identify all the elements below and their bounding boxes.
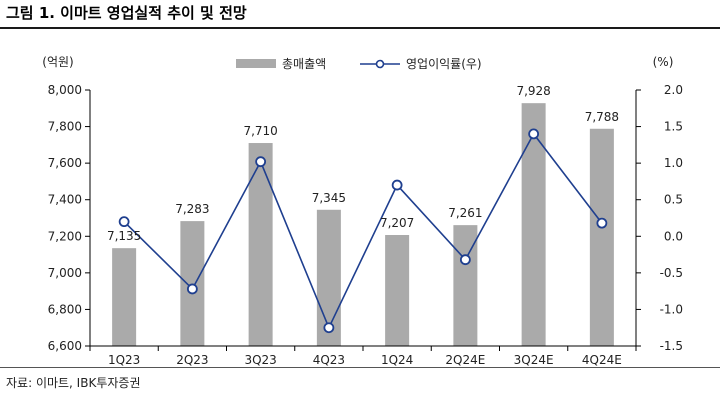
bar-1Q24 (385, 235, 410, 346)
bar-value-label: 7,207 (380, 216, 414, 230)
left-tick-label: 7,400 (48, 193, 82, 207)
margin-point-3Q24E (528, 128, 540, 140)
margin-point-4Q24E (596, 217, 608, 229)
bar-value-label: 7,345 (312, 191, 346, 205)
left-axis-unit: (억원) (42, 55, 73, 69)
bar-value-label: 7,135 (107, 229, 141, 243)
right-tick-label: -0.5 (660, 266, 683, 280)
bar-4Q24E (589, 128, 614, 346)
legend-bar-label: 총매출액 (282, 57, 326, 71)
left-tick-label: 6,600 (48, 339, 82, 353)
margin-point-3Q23 (255, 156, 267, 168)
category-label: 3Q24E (514, 353, 554, 367)
margin-point-2Q24E (459, 254, 471, 266)
left-tick-label: 7,000 (48, 266, 82, 280)
bar-value-label: 7,710 (243, 124, 277, 138)
bar-1Q23 (112, 248, 137, 346)
operating-margin-line (123, 132, 603, 330)
left-tick-label: 7,800 (48, 120, 82, 134)
category-label: 1Q23 (108, 353, 140, 367)
right-tick-label: 0.5 (664, 193, 683, 207)
source-note: 자료: 이마트, IBK투자증권 (6, 376, 141, 390)
right-tick-label: 1.0 (664, 156, 683, 170)
left-tick-label: 6,800 (48, 302, 82, 316)
bottom-rule (0, 367, 720, 368)
margin-point-1Q23 (118, 216, 130, 228)
title-rule (0, 27, 720, 29)
margin-point-2Q23 (186, 283, 198, 295)
figure-title: 그림 1. 이마트 영업실적 추이 및 전망 (6, 4, 247, 22)
bar-value-label: 7,928 (516, 84, 550, 98)
category-label: 1Q24 (381, 353, 413, 367)
bar-3Q23 (248, 143, 273, 346)
bar-value-label: 7,283 (175, 202, 209, 216)
bar-3Q24E (521, 103, 546, 346)
bar-value-label: 7,788 (585, 110, 619, 124)
right-axis-unit: (%) (653, 55, 674, 69)
right-tick-label: -1.0 (660, 302, 683, 316)
legend-bar-swatch (236, 59, 276, 68)
legend-line-label: 영업이익률(우) (406, 57, 482, 71)
category-label: 4Q24E (582, 353, 622, 367)
right-tick-label: 1.5 (664, 120, 683, 134)
left-tick-label: 7,600 (48, 156, 82, 170)
right-tick-label: 2.0 (664, 83, 683, 97)
category-label: 2Q23 (176, 353, 208, 367)
left-tick-label: 7,200 (48, 229, 82, 243)
bar-value-label: 7,261 (448, 206, 482, 220)
left-tick-label: 8,000 (48, 83, 82, 97)
margin-point-4Q23 (323, 322, 335, 334)
right-tick-label: -1.5 (660, 339, 683, 353)
margin-point-1Q24 (391, 179, 403, 191)
category-label: 3Q23 (244, 353, 276, 367)
category-label: 2Q24E (445, 353, 485, 367)
category-label: 4Q23 (313, 353, 345, 367)
right-tick-label: 0.0 (664, 229, 683, 243)
legend-line-marker (375, 59, 385, 69)
